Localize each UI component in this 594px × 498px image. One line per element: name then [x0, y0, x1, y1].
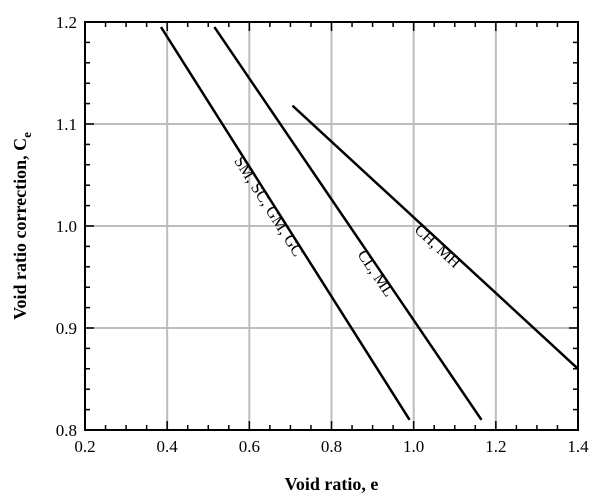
x-tick-label: 0.4	[157, 437, 179, 456]
grid	[85, 22, 578, 430]
series-label: CL, ML	[354, 247, 398, 300]
x-tick-label: 1.2	[485, 437, 506, 456]
x-tick-labels: 0.2 0.4 0.6 0.8 1.0 1.2 1.4	[74, 437, 589, 456]
x-tick-label: 0.8	[321, 437, 342, 456]
x-tick-label: 1.0	[403, 437, 424, 456]
y-tick-label: 1.0	[56, 217, 77, 236]
series-line	[291, 104, 579, 370]
y-tick-label: 0.9	[56, 319, 77, 338]
y-axis-title-subscript: e	[19, 132, 34, 138]
x-tick-label: 1.4	[567, 437, 589, 456]
series-label: SM, SC, GM, GC	[230, 154, 306, 260]
series-label: CH, MH	[411, 221, 464, 272]
series-line	[159, 26, 411, 421]
y-axis-title: Void ratio correction, Ce	[10, 132, 34, 320]
series-line	[213, 26, 483, 421]
y-axis-title-main: Void ratio correction, C	[10, 138, 30, 320]
y-tick-label: 0.8	[56, 421, 77, 440]
x-tick-label: 0.6	[239, 437, 260, 456]
x-axis-title: Void ratio, e	[285, 474, 379, 494]
y-tick-label: 1.2	[56, 13, 77, 32]
plot-frame	[84, 21, 579, 431]
series-lines	[159, 26, 579, 421]
x-tick-label: 0.2	[74, 437, 95, 456]
y-tick-labels: 0.8 0.9 1.0 1.1 1.2	[56, 13, 77, 440]
y-tick-label: 1.1	[56, 115, 77, 134]
